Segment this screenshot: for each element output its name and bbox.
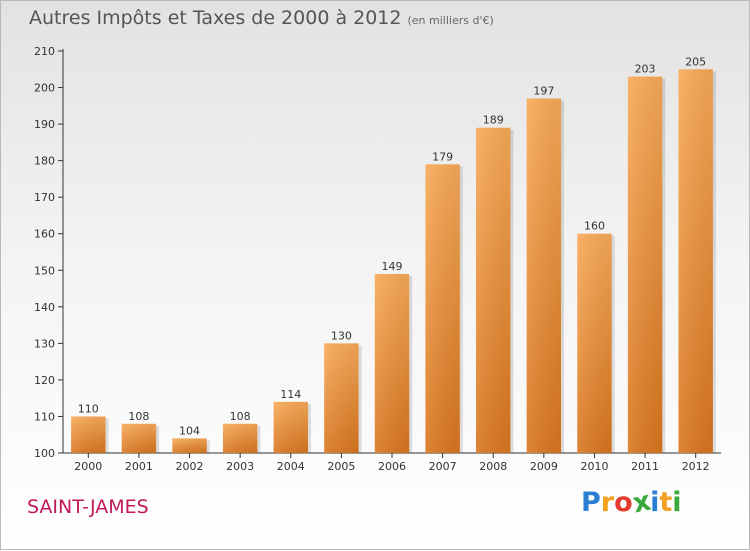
- chart-subtitle: (en milliers d'€): [407, 14, 494, 27]
- chart-title-block: Autres Impôts et Taxes de 2000 à 2012 (en…: [29, 7, 494, 29]
- x-tick-label: 2000: [74, 460, 102, 473]
- x-tick-label: 2001: [125, 460, 153, 473]
- logo-letter: o: [614, 487, 633, 518]
- x-tick-label: 2002: [176, 460, 204, 473]
- chart-title: Autres Impôts et Taxes de 2000 à 2012: [29, 7, 402, 29]
- y-tick-label: 200: [34, 82, 55, 95]
- proxiti-logo: Proxiti: [581, 486, 682, 520]
- value-label: 205: [685, 55, 706, 68]
- x-tick-label: 2006: [378, 460, 406, 473]
- value-label: 149: [382, 260, 403, 273]
- y-tick-label: 130: [34, 337, 55, 350]
- y-tick-label: 190: [34, 118, 55, 131]
- value-label: 130: [331, 329, 352, 342]
- value-label: 108: [230, 410, 251, 423]
- x-tick-label: 2009: [530, 460, 558, 473]
- x-tick-label: 2004: [277, 460, 305, 473]
- y-tick-label: 120: [34, 374, 55, 387]
- y-tick-label: 140: [34, 301, 55, 314]
- bars: [71, 69, 716, 454]
- value-label: 108: [128, 410, 149, 423]
- bar-highlight: [172, 438, 207, 453]
- value-labels: 110 108 104 108 114 130 149 179 189 197 160 203 205: [78, 55, 706, 437]
- logo-letter: r: [600, 487, 615, 518]
- logo-letter: P: [581, 487, 601, 518]
- x-tick-label: 2011: [631, 460, 659, 473]
- bar-highlight: [324, 343, 359, 453]
- y-tick-label: 170: [34, 191, 55, 204]
- x-tick-label: 2007: [429, 460, 457, 473]
- bar-highlight: [71, 416, 106, 453]
- value-label: 203: [635, 63, 656, 76]
- y-tick-label: 210: [34, 45, 55, 58]
- logo-letter: t: [659, 487, 673, 518]
- y-tick-label: 180: [34, 155, 55, 168]
- value-label: 110: [78, 402, 99, 415]
- value-label: 189: [483, 114, 504, 127]
- value-label: 160: [584, 220, 605, 233]
- x-tick-label: 2008: [479, 460, 507, 473]
- x-tick-label: 2010: [580, 460, 608, 473]
- x-tick-label: 2003: [226, 460, 254, 473]
- y-tick-label: 100: [34, 447, 55, 460]
- logo-letter: i: [672, 487, 682, 518]
- value-label: 104: [179, 424, 200, 437]
- bar-highlight: [526, 98, 562, 453]
- bar-highlight: [476, 127, 511, 453]
- bar-highlight: [678, 69, 713, 453]
- logo-letter: i: [650, 487, 660, 518]
- x-tick-label: 2012: [682, 460, 710, 473]
- bar-highlight: [577, 233, 612, 453]
- value-label: 179: [432, 150, 453, 163]
- bar-highlight: [222, 423, 258, 453]
- y-tick-label: 150: [34, 264, 55, 277]
- x-tick-label: 2005: [327, 460, 355, 473]
- bar-highlight: [627, 76, 663, 453]
- bar-highlight: [273, 401, 308, 453]
- value-label: 114: [280, 388, 301, 401]
- bar-highlight: [374, 273, 410, 453]
- bar-highlight: [425, 164, 460, 454]
- y-tick-label: 110: [34, 410, 55, 423]
- location-name: SAINT-JAMES: [27, 496, 149, 518]
- value-label: 197: [533, 85, 554, 98]
- y-tick-label: 160: [34, 228, 55, 241]
- bar-highlight: [121, 423, 157, 453]
